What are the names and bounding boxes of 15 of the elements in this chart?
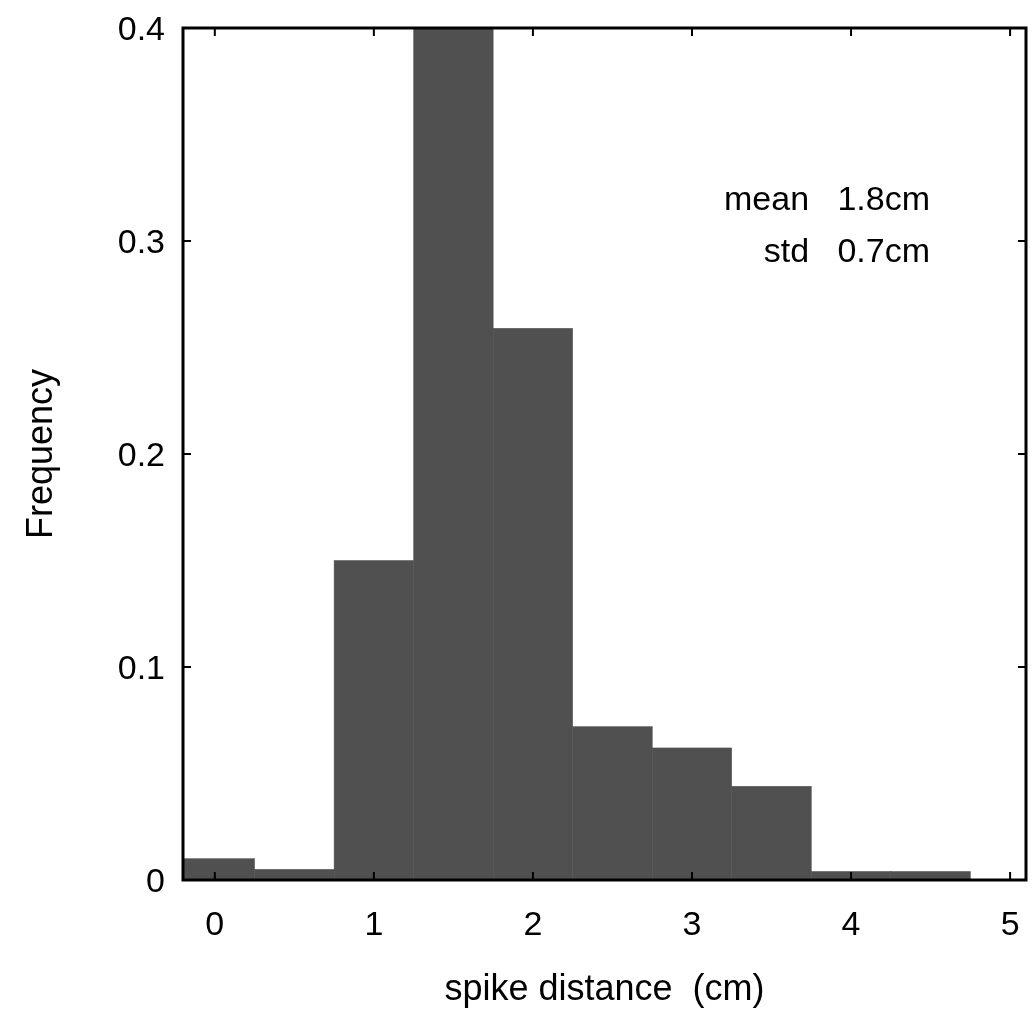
x-tick-label: 1 bbox=[364, 904, 384, 942]
annotation: mean 1.8cm bbox=[724, 179, 930, 217]
x-tick-label: 0 bbox=[205, 904, 225, 942]
y-tick-label: 0.1 bbox=[117, 647, 165, 686]
x-tick-label: 3 bbox=[682, 904, 702, 942]
y-tick-label: 0.4 bbox=[117, 8, 165, 47]
x-tick-label: 4 bbox=[841, 904, 861, 942]
y-tick-label: 0.3 bbox=[117, 221, 165, 260]
x-tick-label: 5 bbox=[1000, 904, 1020, 942]
annotation: std 0.7cm bbox=[763, 231, 930, 269]
x-tick-label: 2 bbox=[523, 904, 543, 942]
y-tick-label: 0 bbox=[146, 860, 165, 899]
y-tick-label: 0.2 bbox=[117, 434, 165, 473]
y-axis-title: Frequency bbox=[19, 368, 60, 540]
x-axis-title: spike distance (cm) bbox=[444, 967, 765, 1008]
